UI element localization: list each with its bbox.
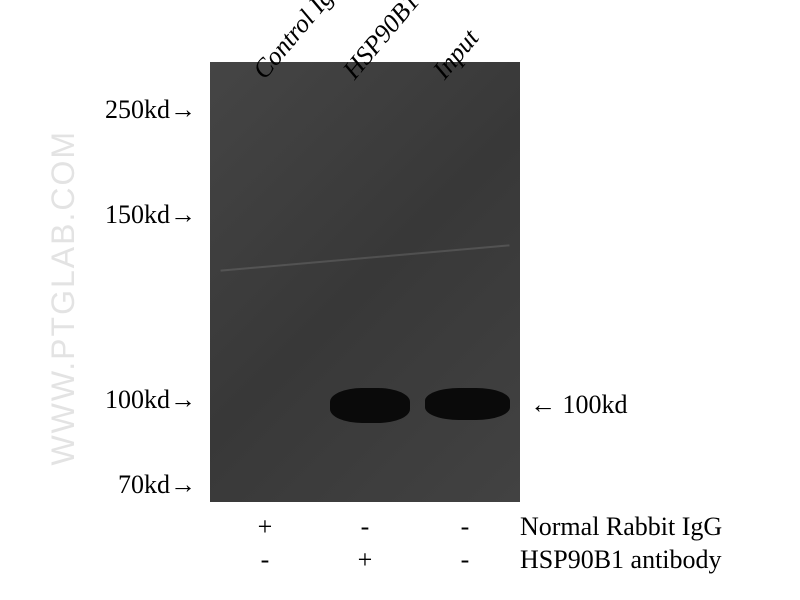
arrow-right-icon: →	[170, 385, 196, 415]
figure-container: WWW.PTGLAB.COM Control IgG HSP90B1 Input…	[0, 0, 800, 600]
watermark-text: WWW.PTGLAB.COM	[45, 130, 82, 466]
plus-minus-symbol: +	[350, 545, 380, 575]
plus-minus-symbol: -	[250, 545, 280, 575]
mw-text: 100kd	[105, 385, 170, 414]
protein-band-hsp90b1	[330, 388, 410, 423]
treatment-label: HSP90B1 antibody	[520, 545, 722, 575]
western-blot-membrane	[210, 62, 520, 502]
mw-marker-150: 150kd→	[105, 200, 196, 230]
band-size-text: 100kd	[563, 390, 628, 419]
mw-marker-250: 250kd→	[105, 95, 196, 125]
protein-band-input	[425, 388, 510, 420]
mw-marker-100: 100kd→	[105, 385, 196, 415]
plus-minus-symbol: +	[250, 512, 280, 542]
plus-minus-symbol: -	[450, 545, 480, 575]
mw-text: 150kd	[105, 200, 170, 229]
arrow-right-icon: →	[170, 95, 196, 125]
arrow-right-icon: →	[170, 470, 196, 500]
mw-marker-70: 70kd→	[118, 470, 196, 500]
arrow-right-icon: →	[170, 200, 196, 230]
treatment-label: Normal Rabbit IgG	[520, 512, 722, 542]
arrow-left-icon: ←	[530, 390, 556, 420]
plus-minus-symbol: -	[450, 512, 480, 542]
scratch-artifact	[220, 244, 509, 271]
mw-text: 70kd	[118, 470, 170, 499]
band-size-annotation: ← 100kd	[530, 390, 628, 420]
mw-text: 250kd	[105, 95, 170, 124]
plus-minus-symbol: -	[350, 512, 380, 542]
